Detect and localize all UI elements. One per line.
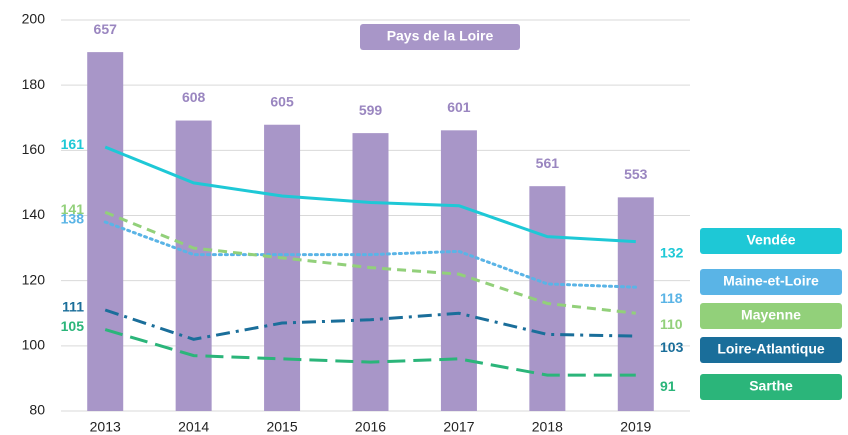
- bar-label: 601: [447, 99, 471, 115]
- legend-box: [700, 228, 842, 254]
- line-label: 141: [61, 201, 85, 217]
- line-label: 132: [660, 244, 684, 260]
- bar-label: 553: [624, 166, 648, 182]
- line: [104, 328, 636, 377]
- line: [104, 308, 636, 341]
- line-label: 111: [62, 299, 84, 315]
- bar: [617, 197, 654, 411]
- bar-label: 605: [270, 93, 294, 109]
- y-tick-label: 180: [22, 76, 46, 92]
- line-label: 110: [660, 316, 683, 332]
- x-tick-label: 2019: [620, 419, 651, 435]
- legend-box: [700, 374, 842, 400]
- legend-box: [700, 303, 842, 329]
- line-label: 91: [660, 378, 676, 394]
- legend-label: Loire-Atlantique: [717, 341, 825, 357]
- legend-box: [700, 337, 842, 363]
- x-tick-label: 2014: [178, 419, 209, 435]
- legend-box: [700, 269, 842, 295]
- series-label-box: [360, 24, 520, 50]
- line: [103, 220, 638, 289]
- x-tick-label: 2013: [90, 419, 121, 435]
- x-tick-label: 2018: [532, 419, 563, 435]
- line-label: 138: [61, 211, 85, 227]
- line: [104, 145, 636, 244]
- y-tick-label: 140: [22, 206, 46, 222]
- y-tick-label: 80: [29, 402, 45, 418]
- line-label: 105: [61, 318, 85, 334]
- legend-label: Sarthe: [749, 378, 793, 394]
- line-label: 118: [660, 290, 683, 306]
- y-tick-label: 200: [22, 11, 46, 27]
- x-tick-label: 2016: [355, 419, 386, 435]
- line-label: 103: [660, 339, 684, 355]
- y-tick-label: 160: [22, 141, 46, 157]
- bar-label: 561: [536, 155, 560, 171]
- line: [104, 210, 636, 315]
- bar: [87, 52, 124, 411]
- legend-label: Vendée: [746, 232, 795, 248]
- bar: [264, 124, 301, 411]
- x-tick-label: 2017: [443, 419, 474, 435]
- y-tick-label: 100: [22, 337, 46, 353]
- bar-label: 657: [94, 21, 118, 37]
- legend-label: Mayenne: [741, 307, 801, 323]
- bar: [440, 130, 477, 411]
- bar: [352, 133, 389, 411]
- bar-label: 599: [359, 102, 383, 118]
- y-tick-label: 120: [22, 271, 46, 287]
- bar-label: 608: [182, 89, 206, 105]
- bar: [175, 120, 212, 412]
- line-label: 161: [61, 136, 85, 152]
- legend-label: Maine-et-Loire: [723, 273, 819, 289]
- series-label: Pays de la Loire: [387, 28, 494, 44]
- x-tick-label: 2015: [266, 419, 297, 435]
